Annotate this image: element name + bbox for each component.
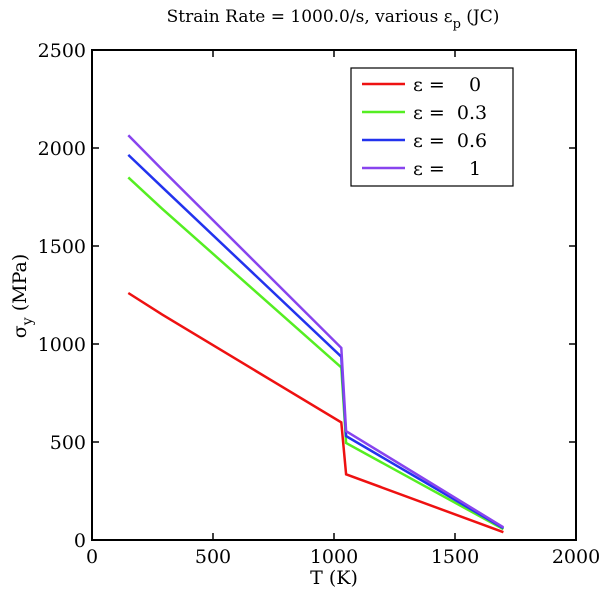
- y-tick-label: 500: [50, 432, 86, 454]
- legend-items: ε = 0 ε = 0.3 ε = 0.6 ε = 1: [362, 74, 487, 180]
- x-tick-label: 1000: [310, 546, 358, 568]
- legend: ε = 0 ε = 0.3 ε = 0.6 ε = 1: [350, 67, 514, 187]
- legend-label-1: ε = 0.3: [413, 102, 487, 124]
- x-tick-label: 0: [86, 546, 98, 568]
- y-axis-label-suffix: (MPa): [9, 254, 31, 318]
- y-axis-label: σy (MPa): [9, 254, 36, 338]
- x-tick-label: 500: [195, 546, 231, 568]
- x-tick-label: 2000: [552, 546, 600, 568]
- chart-title-suffix: (JC): [461, 7, 500, 27]
- chart-title-main: Strain Rate = 1000.0/s, various ε: [167, 7, 453, 27]
- legend-label-0: ε = 0: [413, 74, 481, 96]
- y-tick-label: 1000: [38, 334, 86, 356]
- y-tick-label: 2000: [38, 138, 86, 160]
- y-tick-label: 1500: [38, 236, 86, 258]
- y-tick-label: 2500: [38, 40, 86, 62]
- chart-title: Strain Rate = 1000.0/s, various εp (JC): [167, 7, 500, 32]
- legend-label-2: ε = 0.6: [413, 130, 487, 152]
- y-axis-label-subscript: y: [20, 317, 36, 326]
- tick-marks: [91, 49, 577, 541]
- y-tick-label: 0: [74, 530, 86, 552]
- x-axis-label: T (K): [310, 567, 358, 589]
- x-tick-label: 1500: [431, 546, 479, 568]
- y-tick-labels: 0 500 1000 1500 2000 2500: [38, 40, 86, 552]
- legend-label-3: ε = 1: [413, 158, 481, 180]
- series-line-3: [127, 134, 505, 529]
- x-tick-labels: 0 500 1000 1500 2000: [86, 546, 600, 568]
- y-axis-label-main: σ: [9, 325, 31, 338]
- series-lines: [127, 134, 505, 534]
- series-line-0: [127, 291, 504, 534]
- chart-title-subscript: p: [453, 17, 461, 32]
- legend-box: [350, 67, 514, 187]
